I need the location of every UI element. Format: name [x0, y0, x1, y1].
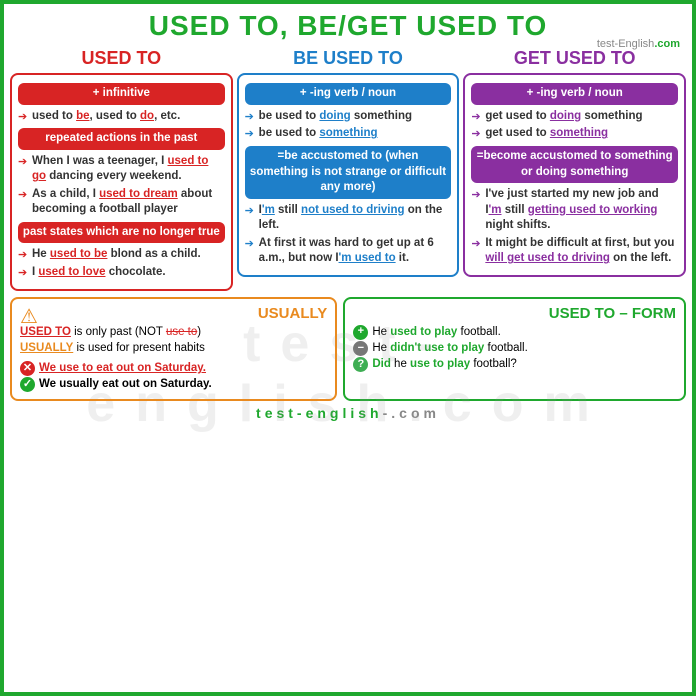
arrow-icon: ➔: [18, 248, 32, 263]
question-icon: ?: [353, 357, 368, 372]
arrow-icon: ➔: [18, 110, 32, 125]
col-usedto: USED TO + infinitive➔used to be, used to…: [10, 48, 233, 291]
form-title: USED TO – FORM: [353, 303, 676, 324]
arrow-icon: ➔: [245, 127, 259, 142]
bullet-text: I'm still not used to driving on the lef…: [259, 203, 452, 234]
col-heading: USED TO: [10, 48, 233, 69]
bullet-item: ➔As a child, I used to dream about becom…: [18, 187, 225, 218]
arrow-icon: ➔: [471, 110, 485, 125]
bullet-text: get used to something: [485, 126, 678, 142]
bullet-text: be used to doing something: [259, 109, 452, 125]
bottom-row: ⚠ USUALLY USED TO is only past (NOT use …: [10, 297, 686, 400]
bullet-text: At first it was hard to get up at 6 a.m.…: [259, 236, 452, 267]
bullet-item: ➔It might be difficult at first, but you…: [471, 236, 678, 267]
section-head: + -ing verb / noun: [471, 83, 678, 105]
bullet-item: ➔At first it was hard to get up at 6 a.m…: [245, 236, 452, 267]
section-head: + -ing verb / noun: [245, 83, 452, 105]
arrow-icon: ➔: [471, 237, 485, 252]
bullet-text: I've just started my new job and I'm sti…: [485, 187, 678, 234]
bullet-item: ➔be used to something: [245, 126, 452, 142]
col-getusedto: GET USED TO + -ing verb / noun➔get used …: [463, 48, 686, 291]
usually-line2: USUALLY is used for present habits: [20, 340, 327, 356]
arrow-icon: ➔: [18, 266, 32, 281]
bullet-text: used to be, used to do, etc.: [32, 109, 225, 125]
section-head: + infinitive: [18, 83, 225, 105]
bullet-item: ➔I used to love chocolate.: [18, 265, 225, 281]
bullet-item: ➔When I was a teenager, I used to go dan…: [18, 154, 225, 185]
check-icon: ✓: [20, 377, 35, 392]
form-positive: +He used to play football.: [353, 324, 676, 340]
card-beusedto: + -ing verb / noun➔be used to doing some…: [237, 73, 460, 277]
form-question: ?Did he use to play football?: [353, 356, 676, 372]
section-head: =be accustomed to (when something is not…: [245, 146, 452, 199]
arrow-icon: ➔: [471, 127, 485, 142]
bullet-text: I used to love chocolate.: [32, 265, 225, 281]
usually-title: USUALLY: [20, 303, 327, 324]
arrow-icon: ➔: [18, 155, 32, 170]
section-head: repeated actions in the past: [18, 128, 225, 150]
usually-line1: USED TO is only past (NOT use to): [20, 324, 327, 340]
bullet-text: As a child, I used to dream about becomi…: [32, 187, 225, 218]
bullet-item: ➔used to be, used to do, etc.: [18, 109, 225, 125]
arrow-icon: ➔: [18, 188, 32, 203]
bullet-item: ➔get used to doing something: [471, 109, 678, 125]
usually-box: ⚠ USUALLY USED TO is only past (NOT use …: [10, 297, 337, 400]
bullet-item: ➔get used to something: [471, 126, 678, 142]
card-getusedto: + -ing verb / noun➔get used to doing som…: [463, 73, 686, 277]
minus-icon: −: [353, 341, 368, 356]
usually-right: ✓We usually eat out on Saturday.: [20, 376, 327, 392]
bullet-item: ➔I'm still not used to driving on the le…: [245, 203, 452, 234]
warning-icon: ⚠: [20, 303, 38, 331]
bullet-item: ➔He used to be blond as a child.: [18, 247, 225, 263]
col-beusedto: BE USED TO + -ing verb / noun➔be used to…: [237, 48, 460, 291]
arrow-icon: ➔: [471, 188, 485, 203]
plus-icon: +: [353, 325, 368, 340]
bullet-text: It might be difficult at first, but you …: [485, 236, 678, 267]
infographic-container: USED TO, BE/GET USED TO test-English.com…: [0, 0, 696, 696]
cross-icon: ✕: [20, 361, 35, 376]
section-head: past states which are no longer true: [18, 222, 225, 244]
main-title: USED TO, BE/GET USED TO: [10, 10, 686, 42]
form-negative: −He didn't use to play football.: [353, 340, 676, 356]
bullet-text: He used to be blond as a child.: [32, 247, 225, 263]
bullet-text: be used to something: [259, 126, 452, 142]
bullet-text: get used to doing something: [485, 109, 678, 125]
form-box: USED TO – FORM +He used to play football…: [343, 297, 686, 400]
footer-brand: test-english-.com: [10, 405, 686, 421]
col-heading: GET USED TO: [463, 48, 686, 69]
section-head: =become accustomed to something or doing…: [471, 146, 678, 183]
bullet-item: ➔I've just started my new job and I'm st…: [471, 187, 678, 234]
usually-wrong: ✕We use to eat out on Saturday.: [20, 360, 327, 376]
arrow-icon: ➔: [245, 237, 259, 252]
col-heading: BE USED TO: [237, 48, 460, 69]
bullet-text: When I was a teenager, I used to go danc…: [32, 154, 225, 185]
card-usedto: + infinitive➔used to be, used to do, etc…: [10, 73, 233, 291]
brand: test-English.com: [597, 38, 680, 50]
columns-row: USED TO + infinitive➔used to be, used to…: [10, 48, 686, 291]
bullet-item: ➔be used to doing something: [245, 109, 452, 125]
arrow-icon: ➔: [245, 110, 259, 125]
arrow-icon: ➔: [245, 204, 259, 219]
